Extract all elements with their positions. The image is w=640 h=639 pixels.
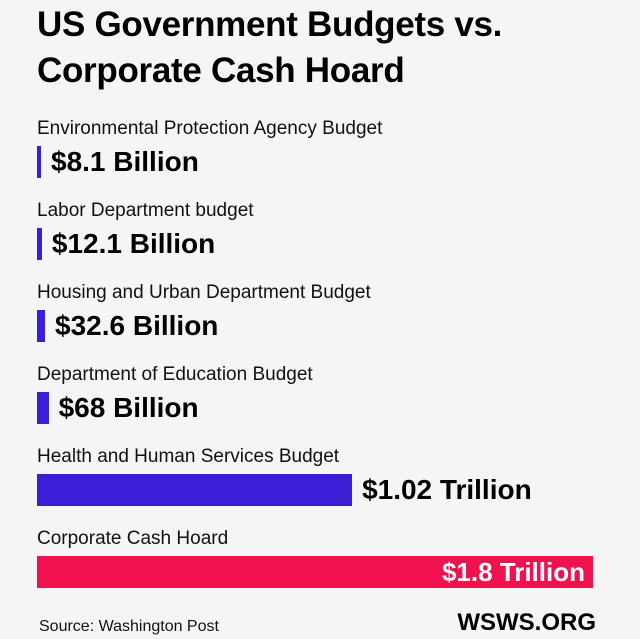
- value-label: $68 Billion: [58, 392, 199, 423]
- category-label: Department of Education Budget: [37, 364, 313, 385]
- category-label: Health and Human Services Budget: [37, 446, 340, 467]
- chart-title-line-1: US Government Budgets vs.: [37, 5, 503, 44]
- chart-title-line-2: Corporate Cash Hoard: [37, 51, 405, 90]
- category-label: Environmental Protection Agency Budget: [37, 118, 383, 139]
- chart-title: US Government Budgets vs. Corporate Cash…: [37, 2, 617, 94]
- category-label: Labor Department budget: [37, 200, 254, 221]
- value-label: $32.6 Billion: [55, 310, 219, 341]
- value-label: $1.8 Trillion: [441, 557, 585, 587]
- value-label: $1.02 Trillion: [362, 474, 532, 505]
- category-label: Housing and Urban Department Budget: [37, 282, 371, 303]
- bar: [37, 474, 353, 506]
- value-label: $12.1 Billion: [51, 228, 216, 259]
- bar: [37, 556, 593, 588]
- category-label: Corporate Cash Hoard: [37, 528, 229, 549]
- value-label: $8.1 Billion: [51, 146, 199, 177]
- bar: [37, 228, 42, 260]
- bar: [37, 146, 41, 178]
- bar: [37, 392, 49, 424]
- bar: [37, 310, 46, 342]
- brand-logo: WSWS.ORG: [457, 609, 596, 636]
- source-note: Source: Washington Post: [39, 618, 219, 635]
